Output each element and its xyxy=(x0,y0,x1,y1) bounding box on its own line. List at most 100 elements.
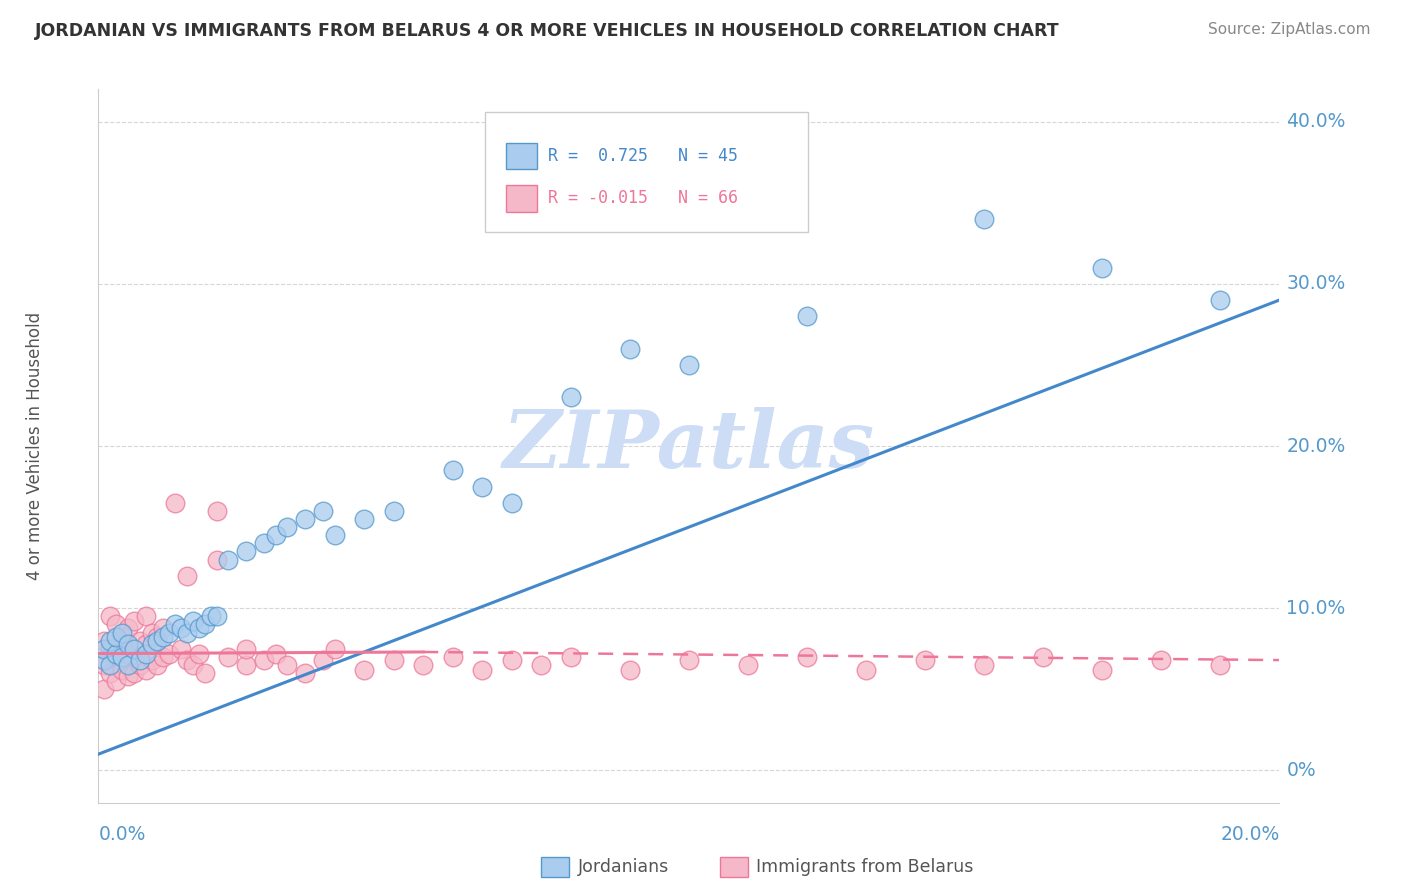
Point xyxy=(205,504,228,518)
Point xyxy=(105,674,128,689)
Point xyxy=(93,657,115,672)
Point xyxy=(128,633,150,648)
Point xyxy=(441,649,464,664)
Point xyxy=(471,479,494,493)
Point xyxy=(678,653,700,667)
Point xyxy=(176,653,198,667)
Point xyxy=(176,568,198,582)
Point xyxy=(1150,653,1173,667)
Text: Immigrants from Belarus: Immigrants from Belarus xyxy=(756,858,974,876)
Point xyxy=(122,641,145,656)
Text: ZIPatlas: ZIPatlas xyxy=(503,408,875,484)
Point xyxy=(146,657,169,672)
Point xyxy=(276,657,298,672)
Point xyxy=(98,657,121,672)
Point xyxy=(855,663,877,677)
Point xyxy=(98,609,121,624)
Point xyxy=(194,666,217,681)
Point xyxy=(560,390,582,404)
Point xyxy=(98,633,121,648)
Point xyxy=(294,666,316,681)
Point xyxy=(98,641,121,656)
Text: JORDANIAN VS IMMIGRANTS FROM BELARUS 4 OR MORE VEHICLES IN HOUSEHOLD CORRELATION: JORDANIAN VS IMMIGRANTS FROM BELARUS 4 O… xyxy=(35,22,1060,40)
Point xyxy=(205,552,228,566)
Text: Source: ZipAtlas.com: Source: ZipAtlas.com xyxy=(1208,22,1371,37)
Point xyxy=(93,633,115,648)
Point xyxy=(194,617,217,632)
Point xyxy=(165,496,187,510)
Point xyxy=(105,617,128,632)
Point xyxy=(235,641,257,656)
Point xyxy=(619,342,641,356)
Point xyxy=(128,653,150,667)
Point xyxy=(1209,657,1232,672)
Point xyxy=(93,653,115,667)
Point xyxy=(122,666,145,681)
Point xyxy=(382,504,405,518)
Point xyxy=(187,647,209,661)
Point xyxy=(176,625,198,640)
Point xyxy=(157,625,180,640)
Point xyxy=(737,657,759,672)
Point xyxy=(264,528,287,542)
Text: 30.0%: 30.0% xyxy=(1286,275,1346,293)
Point xyxy=(1209,293,1232,307)
Point xyxy=(135,663,157,677)
Point xyxy=(152,631,174,645)
Text: 40.0%: 40.0% xyxy=(1286,112,1346,131)
Point xyxy=(312,504,335,518)
Point xyxy=(796,310,818,324)
Point xyxy=(1032,649,1054,664)
Point xyxy=(181,657,204,672)
Point xyxy=(157,647,180,661)
Point xyxy=(152,649,174,664)
Point xyxy=(128,657,150,672)
Point xyxy=(441,463,464,477)
Point xyxy=(165,617,187,632)
Point xyxy=(141,653,163,667)
Point xyxy=(253,536,276,550)
Point xyxy=(471,663,494,677)
Text: 4 or more Vehicles in Household: 4 or more Vehicles in Household xyxy=(27,312,44,580)
Point xyxy=(217,552,239,566)
Point xyxy=(170,641,193,656)
Point xyxy=(914,653,936,667)
Point xyxy=(111,625,134,640)
Point xyxy=(135,609,157,624)
Text: R = -0.015   N = 66: R = -0.015 N = 66 xyxy=(548,189,738,208)
Point xyxy=(141,637,163,651)
Point xyxy=(98,666,121,681)
Point xyxy=(501,496,523,510)
Point xyxy=(323,528,346,542)
Point xyxy=(412,657,434,672)
Point xyxy=(93,641,115,656)
Point xyxy=(678,358,700,372)
Point xyxy=(146,633,169,648)
Point xyxy=(105,647,128,661)
Point xyxy=(235,657,257,672)
Point xyxy=(117,647,139,661)
Point xyxy=(117,669,139,683)
Point xyxy=(111,663,134,677)
Point xyxy=(323,641,346,656)
Text: 0%: 0% xyxy=(1286,761,1316,780)
Point xyxy=(294,512,316,526)
Point xyxy=(117,637,139,651)
Point xyxy=(117,657,139,672)
Point xyxy=(170,621,193,635)
Point xyxy=(312,653,335,667)
Point xyxy=(973,657,995,672)
Point xyxy=(187,621,209,635)
Text: 20.0%: 20.0% xyxy=(1286,436,1346,456)
Point xyxy=(111,649,134,664)
Point xyxy=(1091,663,1114,677)
Point xyxy=(105,649,128,664)
Point xyxy=(135,637,157,651)
Point xyxy=(264,647,287,661)
Point xyxy=(235,544,257,558)
Point xyxy=(1091,260,1114,275)
Text: 20.0%: 20.0% xyxy=(1220,825,1279,844)
Point xyxy=(135,647,157,661)
Point xyxy=(217,649,239,664)
Point xyxy=(530,657,553,672)
